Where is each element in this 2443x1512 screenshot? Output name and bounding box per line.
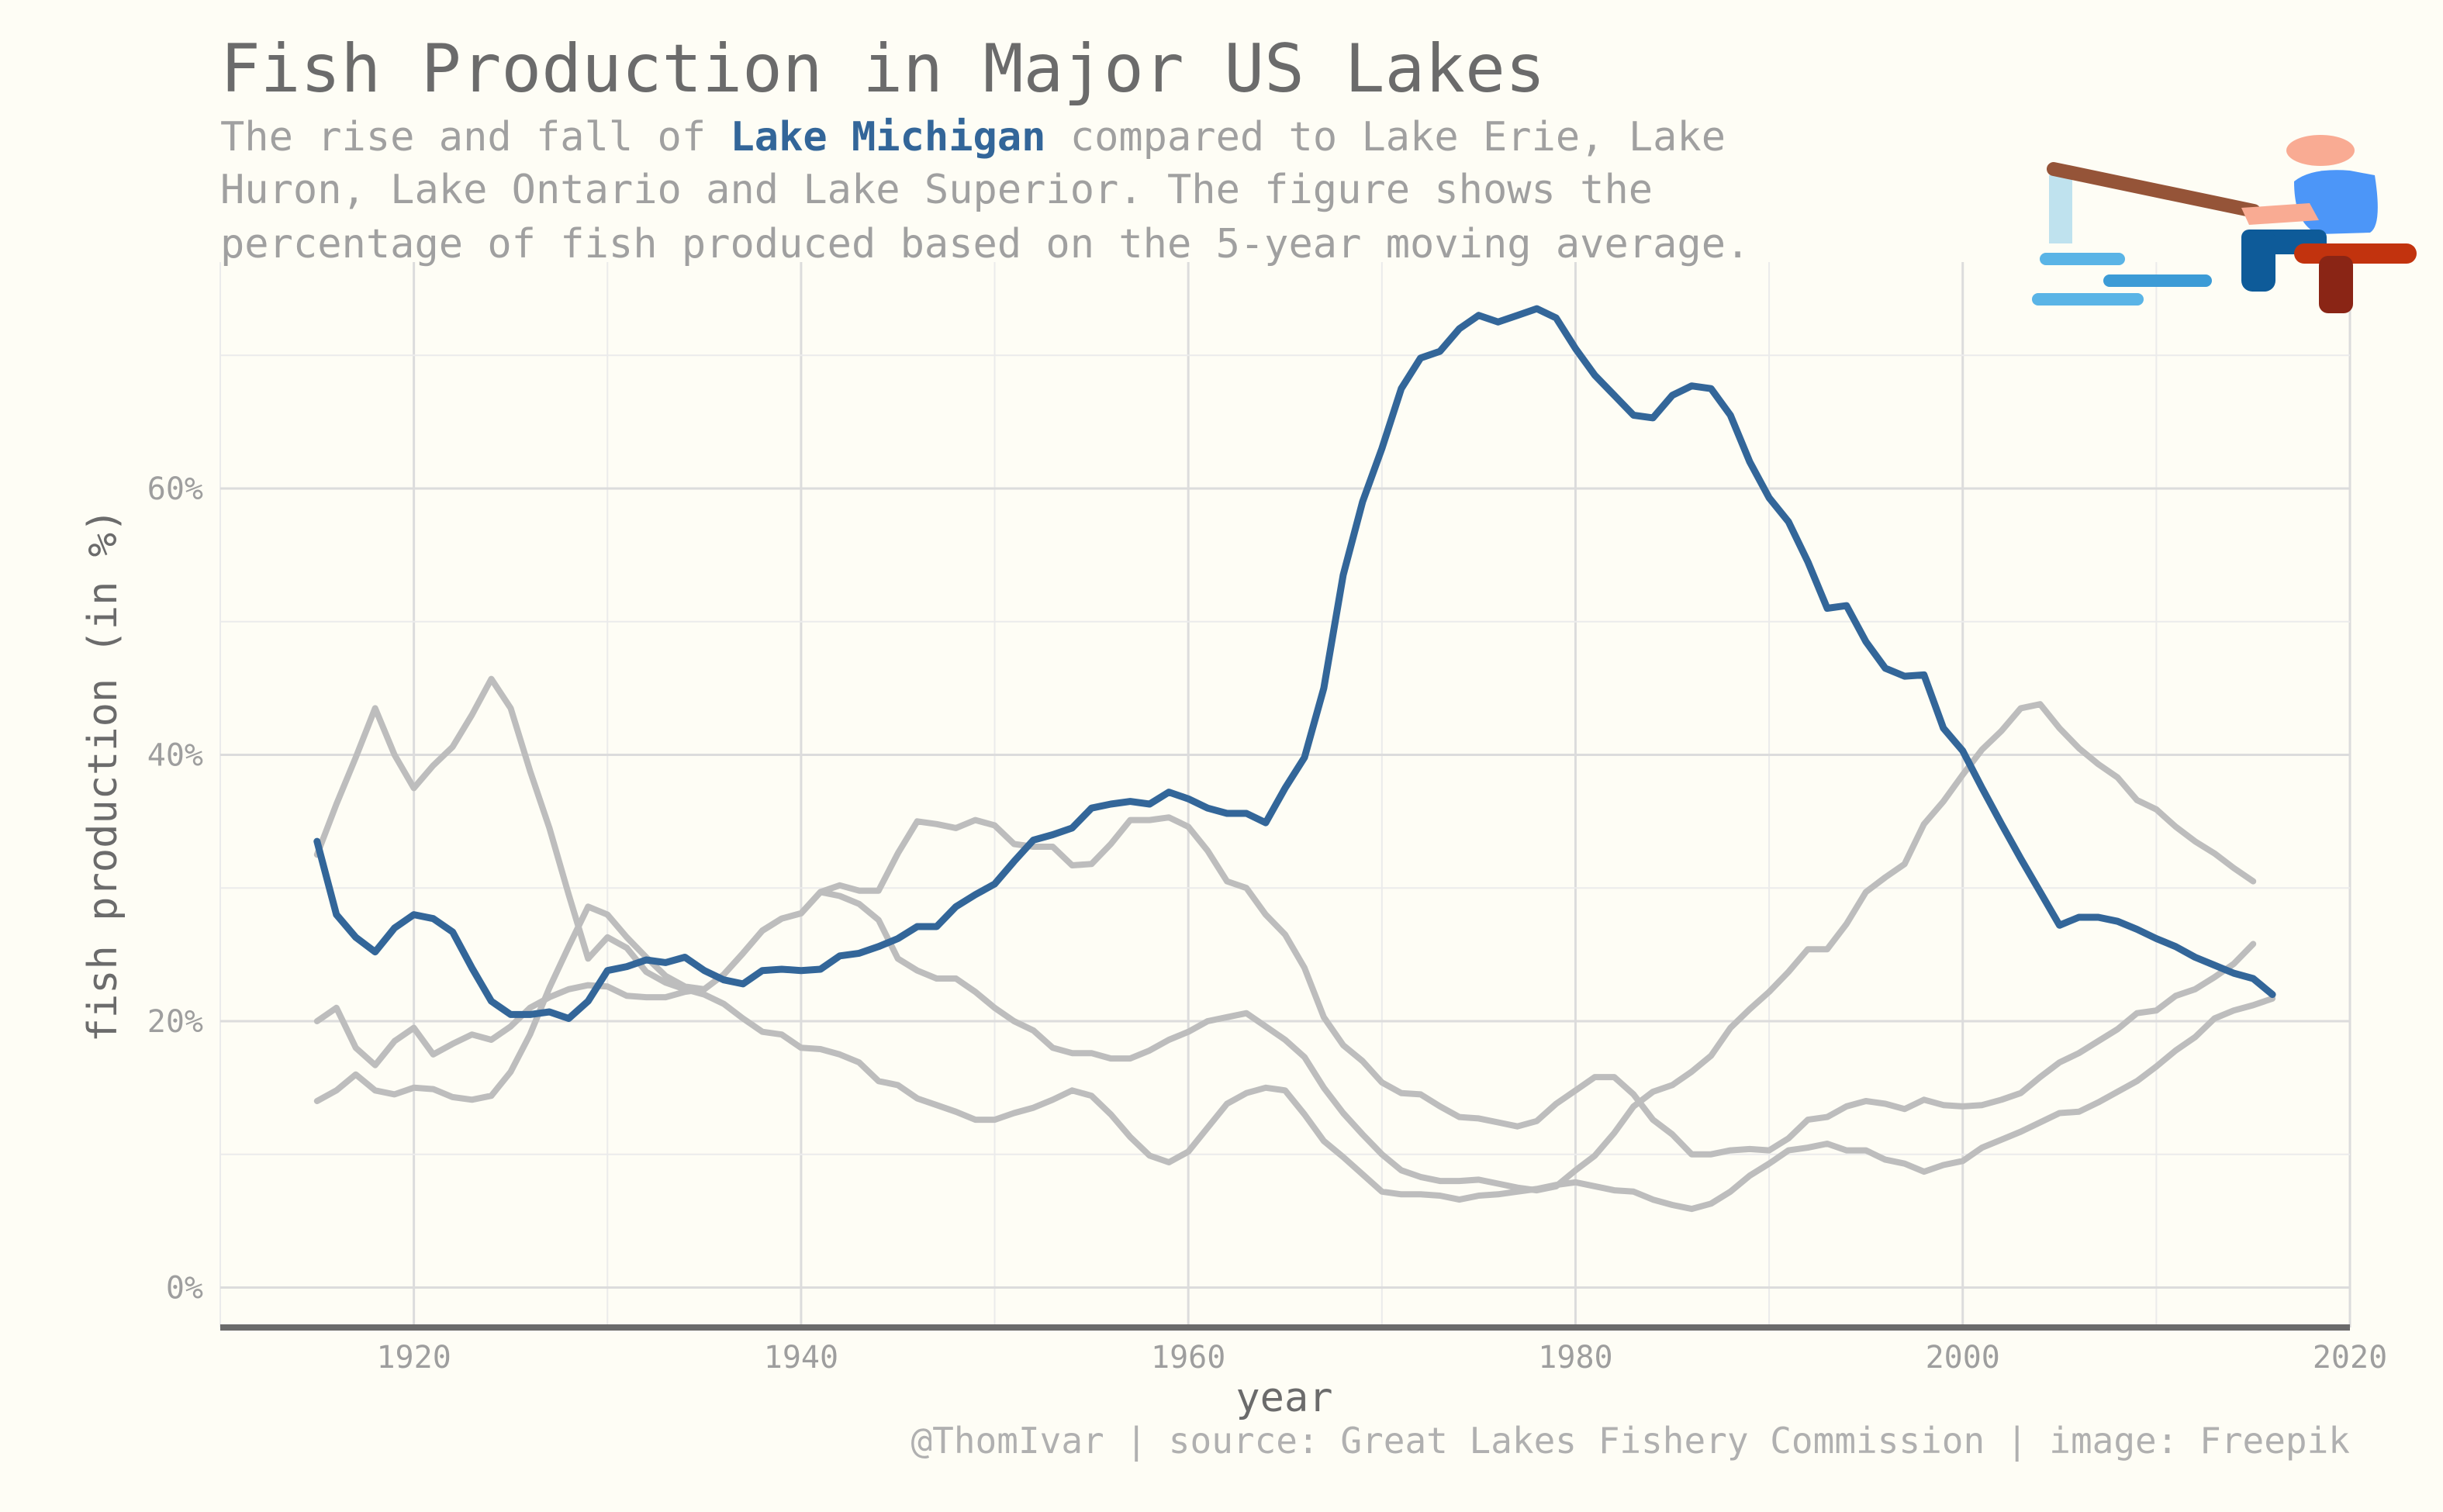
x-tick-label: 1980	[1538, 1340, 1612, 1376]
y-axis-label: fish production (in %)	[80, 509, 126, 1043]
series-line-other-lake	[313, 701, 2257, 1194]
subtitle-highlight: Lake Michigan	[730, 114, 1045, 161]
source-caption: @ThomIvar | source: Great Lakes Fishery …	[911, 1420, 2350, 1462]
y-tick-label: 40%	[147, 737, 203, 773]
subtitle-text: compared to Lake Erie, Lake	[1045, 114, 1726, 161]
chart-subtitle-line-3: percentage of fish produced based on the…	[220, 221, 1750, 268]
y-tick-label: 0%	[166, 1270, 203, 1306]
chart-subtitle-line-1: The rise and fall of Lake Michigan compa…	[220, 114, 1726, 161]
series-line-other-lake	[313, 814, 2257, 1158]
chart-subtitle-line-2: Huron, Lake Ontario and Lake Superior. T…	[220, 167, 1653, 213]
series-group	[313, 305, 2276, 1213]
x-tick-labels: 1920 1940 1960 1980 2000 2020	[376, 1340, 2387, 1376]
x-tick-label: 1940	[764, 1340, 838, 1376]
x-tick-label: 1920	[376, 1340, 451, 1376]
grid	[219, 262, 2351, 1327]
series-line-lake-michigan	[313, 305, 2276, 1022]
x-tick-label: 2000	[1926, 1340, 2000, 1376]
chart-title: Fish Production in Major US Lakes	[220, 30, 1546, 108]
y-tick-label: 60%	[147, 471, 203, 507]
y-tick-label: 20%	[147, 1004, 203, 1040]
x-axis-label: year	[1235, 1375, 1332, 1421]
x-tick-label: 2020	[2313, 1340, 2387, 1376]
series-line-other-lake	[313, 675, 2276, 1213]
x-tick-label: 1960	[1151, 1340, 1225, 1376]
y-tick-labels: 0% 20% 40% 60%	[147, 471, 203, 1307]
subtitle-text: The rise and fall of	[220, 114, 730, 161]
fisherman-icon	[2032, 135, 2417, 313]
